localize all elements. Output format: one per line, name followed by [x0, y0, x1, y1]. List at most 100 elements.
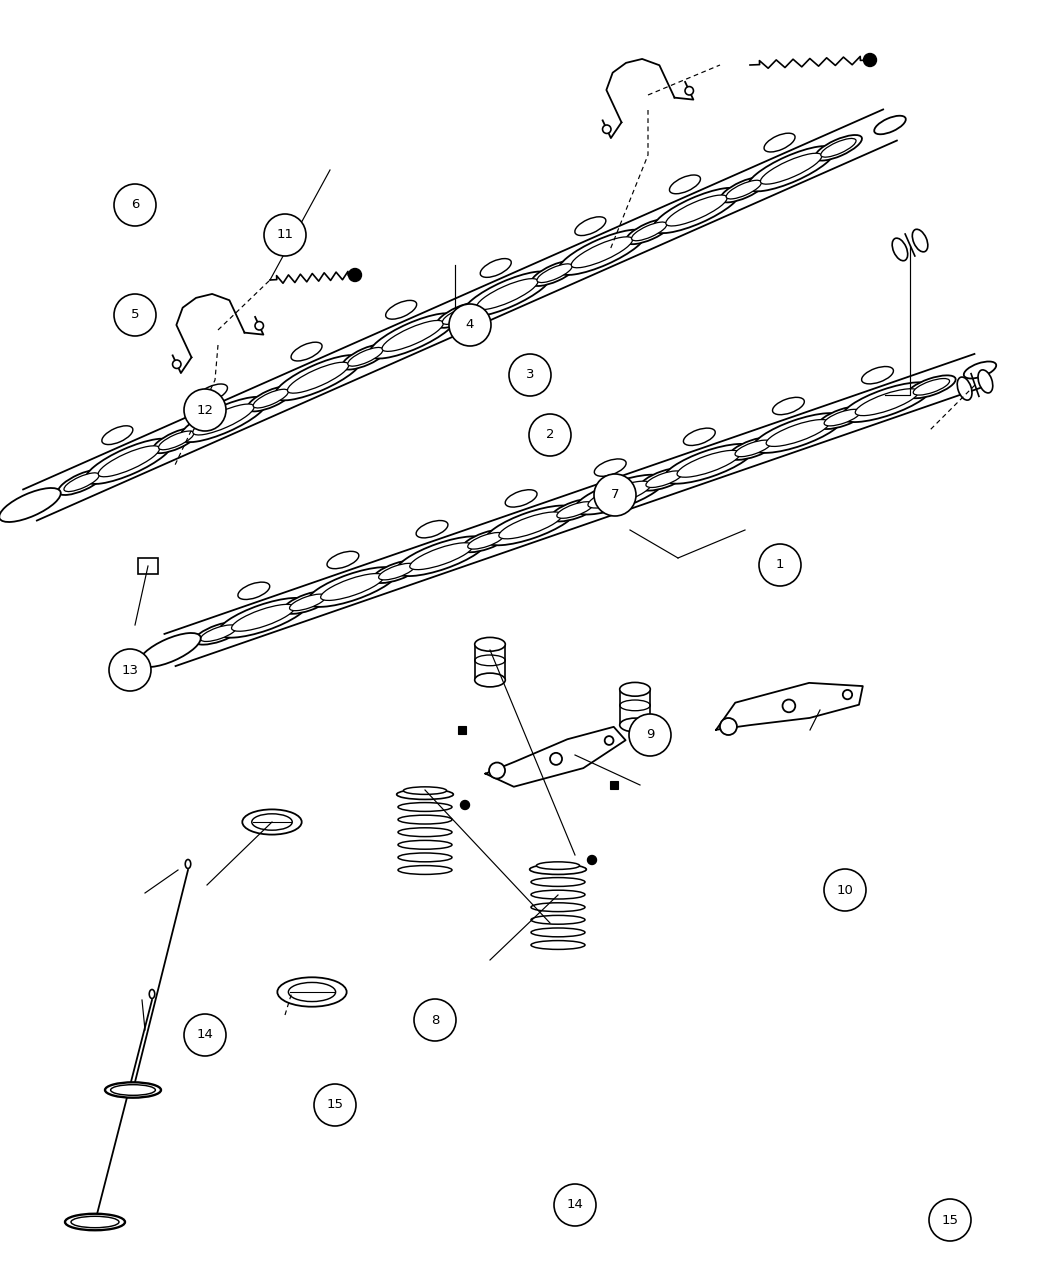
Ellipse shape	[842, 382, 932, 422]
Ellipse shape	[735, 440, 772, 456]
Ellipse shape	[773, 398, 804, 414]
Ellipse shape	[467, 533, 504, 550]
Circle shape	[529, 414, 571, 456]
Ellipse shape	[105, 1082, 161, 1098]
Ellipse shape	[620, 682, 650, 696]
Ellipse shape	[410, 543, 472, 570]
Text: 13: 13	[122, 663, 139, 677]
Ellipse shape	[631, 222, 667, 241]
Ellipse shape	[327, 551, 359, 569]
Ellipse shape	[818, 407, 866, 428]
Ellipse shape	[639, 468, 689, 491]
Ellipse shape	[551, 499, 600, 521]
Ellipse shape	[594, 459, 626, 477]
Ellipse shape	[914, 379, 949, 395]
Circle shape	[605, 736, 613, 745]
Text: 14: 14	[196, 1029, 213, 1042]
Ellipse shape	[416, 520, 448, 538]
Ellipse shape	[185, 859, 191, 868]
Ellipse shape	[505, 490, 537, 507]
Ellipse shape	[140, 632, 201, 667]
Circle shape	[264, 214, 306, 256]
Ellipse shape	[252, 813, 292, 830]
Text: 2: 2	[546, 428, 554, 441]
Circle shape	[629, 714, 671, 756]
Text: 6: 6	[131, 199, 140, 212]
Ellipse shape	[677, 450, 740, 477]
Ellipse shape	[531, 903, 585, 912]
Ellipse shape	[218, 598, 309, 638]
Ellipse shape	[620, 718, 650, 732]
Ellipse shape	[10, 495, 49, 515]
Circle shape	[172, 360, 181, 368]
Text: 10: 10	[837, 884, 854, 896]
Ellipse shape	[238, 583, 270, 599]
Ellipse shape	[247, 386, 294, 412]
Ellipse shape	[537, 862, 580, 870]
Circle shape	[554, 1184, 596, 1227]
Ellipse shape	[379, 564, 415, 580]
Ellipse shape	[102, 426, 133, 445]
Ellipse shape	[71, 1216, 119, 1228]
Circle shape	[550, 752, 562, 765]
Ellipse shape	[180, 397, 268, 442]
Ellipse shape	[684, 428, 715, 445]
Circle shape	[184, 1014, 226, 1056]
Ellipse shape	[626, 218, 673, 245]
Ellipse shape	[277, 978, 346, 1007]
Ellipse shape	[342, 344, 388, 370]
Circle shape	[782, 700, 795, 713]
Ellipse shape	[369, 314, 457, 358]
Ellipse shape	[477, 279, 538, 310]
Ellipse shape	[748, 147, 835, 191]
Ellipse shape	[193, 404, 254, 435]
Circle shape	[843, 690, 853, 699]
Ellipse shape	[253, 389, 289, 408]
Text: 5: 5	[131, 309, 140, 321]
Ellipse shape	[531, 915, 585, 924]
FancyBboxPatch shape	[138, 558, 158, 574]
Ellipse shape	[19, 499, 41, 511]
FancyBboxPatch shape	[610, 782, 618, 789]
Ellipse shape	[480, 259, 511, 278]
Ellipse shape	[373, 560, 421, 583]
Circle shape	[603, 125, 611, 134]
Ellipse shape	[574, 474, 665, 515]
Ellipse shape	[556, 502, 593, 518]
Circle shape	[184, 389, 226, 431]
Ellipse shape	[462, 529, 510, 552]
Ellipse shape	[646, 470, 682, 487]
Ellipse shape	[720, 177, 768, 203]
Circle shape	[863, 54, 877, 66]
Circle shape	[509, 354, 551, 397]
Ellipse shape	[558, 230, 646, 275]
Ellipse shape	[398, 840, 452, 849]
Ellipse shape	[499, 513, 562, 539]
Circle shape	[255, 321, 264, 330]
Ellipse shape	[149, 989, 154, 998]
Ellipse shape	[485, 505, 575, 546]
Ellipse shape	[284, 592, 332, 613]
Ellipse shape	[398, 853, 452, 862]
Circle shape	[489, 762, 505, 779]
Ellipse shape	[760, 153, 822, 184]
Ellipse shape	[290, 594, 326, 611]
Ellipse shape	[529, 864, 586, 875]
Ellipse shape	[196, 384, 228, 403]
Ellipse shape	[856, 389, 919, 416]
Circle shape	[685, 87, 693, 96]
Ellipse shape	[766, 419, 830, 446]
Ellipse shape	[243, 810, 301, 835]
Ellipse shape	[764, 133, 795, 152]
Circle shape	[594, 474, 636, 516]
Ellipse shape	[232, 604, 295, 631]
Text: 3: 3	[526, 368, 534, 381]
Ellipse shape	[150, 639, 189, 660]
Text: 11: 11	[276, 228, 294, 241]
Ellipse shape	[403, 787, 446, 794]
Circle shape	[759, 544, 801, 586]
Ellipse shape	[85, 439, 173, 484]
Ellipse shape	[398, 827, 452, 836]
Text: 15: 15	[327, 1099, 343, 1112]
Ellipse shape	[531, 877, 585, 886]
